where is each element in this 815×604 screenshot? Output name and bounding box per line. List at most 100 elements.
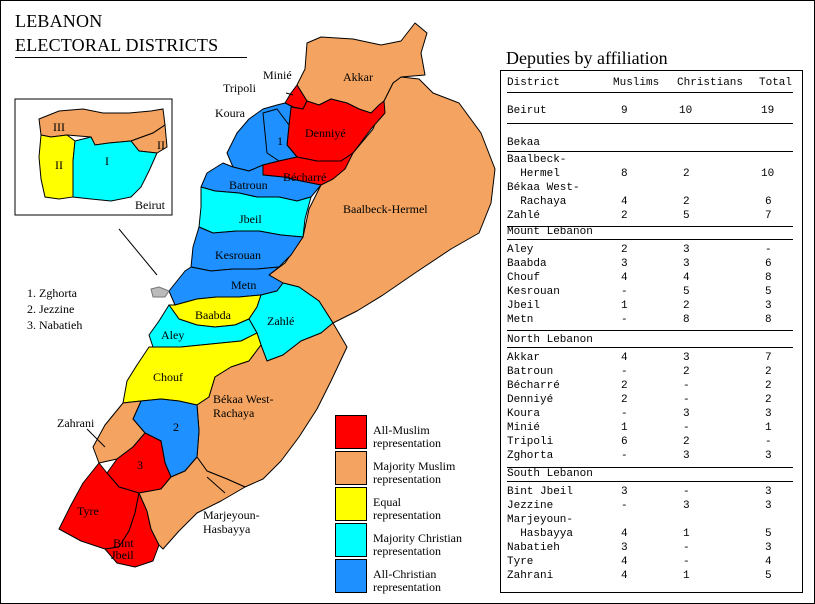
legend-label: representation — [373, 436, 441, 450]
cell-district: Beirut — [507, 105, 547, 117]
legend-label: representation — [373, 508, 441, 522]
cell-district: Baabda — [507, 258, 547, 270]
label-akkar: Akkar — [343, 70, 373, 84]
tripoli-leader-line — [285, 92, 294, 96]
label-kesrouan: Kesrouan — [215, 248, 261, 262]
cell-christians: 5 — [683, 286, 690, 298]
cell-total: 7 — [765, 210, 772, 222]
label-marjeyoun-1: Marjeyoun- — [203, 508, 260, 522]
section-separator — [507, 481, 793, 482]
title-underline — [15, 57, 247, 58]
section-heading-mount-lebanon: Mount Lebanon — [507, 226, 593, 238]
legend-item: All-Christian representation — [335, 559, 485, 594]
cell-total: 3 — [765, 408, 772, 420]
beirut-inset — [14, 98, 173, 216]
cell-district: Denniyé — [507, 394, 554, 406]
col-header-district: District — [507, 77, 560, 89]
cell-christians: 2 — [683, 366, 690, 378]
label-zghorta-number: 1 — [277, 134, 283, 148]
cell-muslims: 3 — [621, 258, 628, 270]
cell-muslims: - — [621, 286, 628, 298]
cell-christians: 5 — [683, 210, 690, 222]
cell-muslims: - — [621, 450, 628, 462]
cell-total: 3 — [765, 500, 772, 512]
label-zahle: Zahlé — [267, 314, 294, 328]
label-marjeyoun-2: Hasbayya — [203, 522, 251, 536]
legend-item: Majority Muslim representation — [335, 451, 485, 486]
cell-total: 6 — [765, 196, 772, 208]
cell-district: Nabatieh — [507, 542, 560, 554]
cell-christians: - — [683, 394, 690, 406]
region-bint-jbeil — [104, 492, 160, 568]
label-bint-jbeil-1: Bint — [113, 536, 134, 550]
legend-item: Equal representation — [335, 487, 485, 522]
cell-total: 10 — [761, 168, 775, 180]
label-baabda: Baabda — [195, 308, 232, 322]
legend-label: representation — [373, 580, 441, 594]
cell-muslims: 6 — [621, 436, 628, 448]
label-batroun: Batroun — [229, 178, 268, 192]
cell-christians: 1 — [683, 528, 690, 540]
region-marjeyoun-hasbayya — [138, 456, 246, 550]
label-jbeil: Jbeil — [239, 212, 262, 226]
cell-muslims: - — [621, 314, 628, 326]
cell-district: Rachaya — [507, 196, 567, 208]
section-heading-north-lebanon: North Lebanon — [507, 334, 593, 346]
cell-muslims: 3 — [621, 486, 628, 498]
cell-muslims: 2 — [621, 380, 628, 392]
cell-district: Aley — [507, 244, 534, 256]
marjeyoun-leader-line — [206, 476, 226, 494]
label-nabatieh-number: 3 — [137, 458, 143, 472]
label-koura: Koura — [215, 106, 246, 120]
cell-muslims: - — [621, 500, 628, 512]
section-heading-bekaa: Bekaa — [507, 137, 541, 149]
cell-district: Hasbayya — [507, 528, 574, 540]
cell-district: Marjeyoun- — [507, 514, 574, 526]
cell-christians: 3 — [683, 408, 690, 420]
cell-muslims: 4 — [621, 196, 628, 208]
cell-total: 7 — [765, 352, 772, 364]
legend-label: Majority Muslim — [373, 459, 456, 473]
cell-district: Békaa West- — [507, 182, 580, 194]
cell-district: Hermel — [507, 168, 560, 180]
cell-muslims: 1 — [621, 300, 628, 312]
cell-total: 4 — [765, 556, 772, 568]
cell-christians: 8 — [683, 314, 690, 326]
cell-total: 5 — [765, 570, 772, 582]
cell-total: 8 — [765, 314, 772, 326]
cell-christians: 4 — [683, 272, 690, 284]
cell-district: Tyre — [507, 556, 534, 568]
header-separator — [507, 92, 793, 93]
cell-total: 3 — [765, 486, 772, 498]
cell-total: 2 — [765, 394, 772, 406]
cell-total: 3 — [765, 300, 772, 312]
label-metn: Metn — [231, 278, 256, 292]
cell-district: Akkar — [507, 352, 541, 364]
label-bekaa-west-1: Békaa West- — [213, 392, 273, 406]
label-tripoli: Tripoli — [223, 81, 257, 95]
cell-muslims: - — [621, 366, 628, 378]
cell-christians: 3 — [683, 352, 690, 364]
cell-muslims: 8 — [621, 168, 628, 180]
cell-district: Jezzine — [507, 500, 554, 512]
cell-district: Zahlé — [507, 210, 541, 222]
cell-muslims: 2 — [621, 394, 628, 406]
cell-muslims: 9 — [621, 105, 628, 117]
label-bint-jbeil-2: Jbeil — [111, 548, 134, 562]
zahrani-leader-line — [86, 428, 106, 448]
cell-district: Jbeil — [507, 300, 541, 312]
cell-total: 3 — [765, 450, 772, 462]
note-item: 1. Zghorta — [27, 286, 77, 300]
label-zahrani: Zahrani — [57, 416, 95, 430]
map-title-line2: ELECTORAL DISTRICTS — [15, 35, 219, 55]
cell-muslims: 2 — [621, 210, 628, 222]
cell-muslims: 3 — [621, 542, 628, 554]
cell-christians: - — [683, 556, 690, 568]
cell-christians: - — [683, 486, 690, 498]
note-item: 2. Jezzine — [27, 302, 75, 316]
label-minie: Minié — [263, 68, 292, 82]
cell-total: 8 — [765, 272, 772, 284]
cell-christians: 2 — [683, 300, 690, 312]
